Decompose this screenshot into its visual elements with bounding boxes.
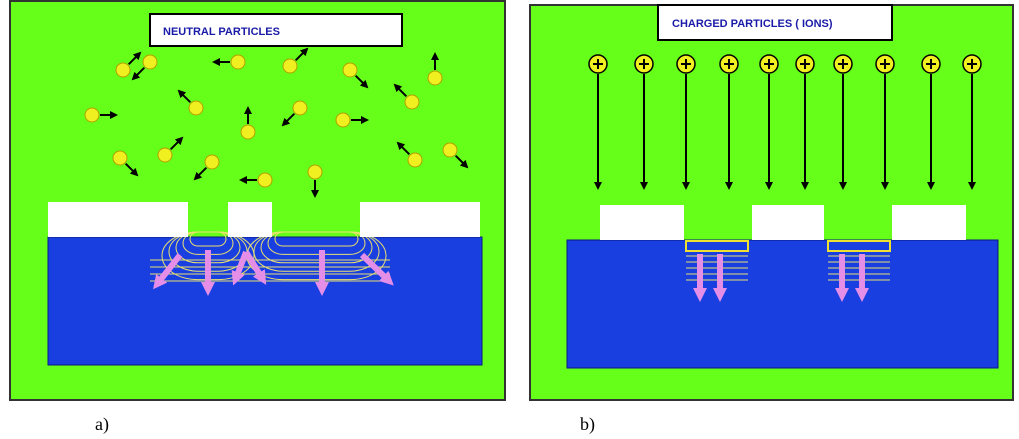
panel-caption: a): [95, 414, 109, 435]
particle: [116, 63, 130, 77]
particle: [143, 55, 157, 69]
particle: [283, 59, 297, 73]
panel-caption: b): [580, 414, 595, 435]
mask: [752, 205, 824, 240]
particle: [308, 165, 322, 179]
particle: [241, 125, 255, 139]
particle: [258, 173, 272, 187]
particle: [443, 143, 457, 157]
particle: [405, 95, 419, 109]
mask: [360, 202, 480, 237]
mask: [600, 205, 684, 240]
particle: [408, 153, 422, 167]
particle: [205, 155, 219, 169]
particle: [231, 55, 245, 69]
figure: NEUTRAL PARTICLES a) CHARGED PARTICLES (…: [0, 0, 1019, 439]
particle: [113, 151, 127, 165]
mask: [228, 202, 272, 237]
particle: [428, 71, 442, 85]
particle: [336, 113, 350, 127]
particle: [158, 148, 172, 162]
mask: [892, 205, 966, 240]
substrate: [567, 240, 998, 368]
particle: [189, 101, 203, 115]
particle: [85, 108, 99, 122]
particle: [293, 101, 307, 115]
panel-title: CHARGED PARTICLES ( IONS): [672, 18, 833, 30]
particle: [343, 63, 357, 77]
panel-title: NEUTRAL PARTICLES: [163, 26, 280, 38]
mask: [48, 202, 188, 237]
